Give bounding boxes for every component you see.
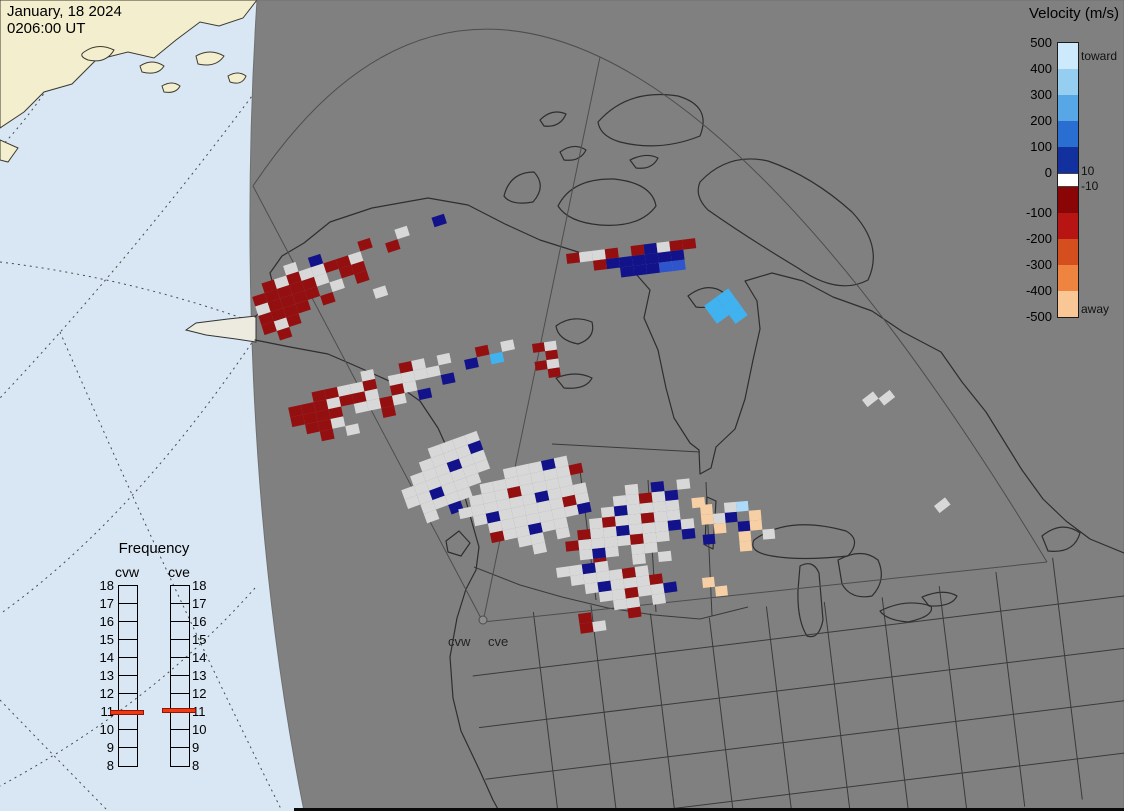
frequency-tick-label: 12	[99, 686, 114, 701]
radar-name-label-cve: cve	[168, 564, 190, 580]
vancouver-island	[445, 530, 471, 557]
frequency-scale-bar-cve	[170, 585, 190, 767]
frequency-tick-line	[171, 693, 189, 694]
us-canada-border	[473, 566, 749, 620]
frequency-tick-label: 8	[106, 758, 114, 773]
frequency-tick-line	[171, 747, 189, 748]
radar-site-dot	[478, 615, 488, 625]
map-bottom-border	[294, 808, 1124, 811]
frequency-tick-line	[171, 729, 189, 730]
time-label: 0206:00 UT	[7, 20, 86, 37]
frequency-tick-label: 11	[100, 704, 115, 719]
frequency-scale-bar-cvw	[118, 585, 138, 767]
frequency-marker-cve	[162, 708, 196, 713]
frequency-tick-line	[171, 675, 189, 676]
radar-site-label-cvw: cvw	[448, 634, 471, 649]
frequency-tick-line	[171, 657, 189, 658]
frequency-tick-label: 10	[99, 722, 114, 737]
projection-area	[249, 0, 1124, 811]
frequency-tick-label: 15	[99, 632, 114, 647]
frequency-tick-label: 15	[192, 632, 207, 647]
frequency-tick-label: 9	[192, 740, 200, 755]
aleutian-peninsula	[184, 315, 257, 343]
date-label: January, 18 2024	[7, 3, 122, 20]
lake-ontario	[921, 591, 958, 607]
lake-winnipeg	[704, 496, 717, 550]
frequency-tick-line	[171, 621, 189, 622]
frequency-tick-label: 14	[99, 650, 114, 665]
far-land-alaska-siberia	[0, 0, 258, 163]
frequency-tick-line	[171, 603, 189, 604]
frequency-tick-label: 17	[192, 596, 207, 611]
coastline-arctic-hudson-east	[254, 197, 1124, 554]
frequency-tick-label: 17	[99, 596, 114, 611]
frequency-tick-label: 10	[192, 722, 207, 737]
frequency-tick-label: 18	[192, 578, 207, 593]
great-bear-lake	[555, 318, 594, 345]
frequency-tick-label: 18	[99, 578, 114, 593]
lake-erie	[879, 602, 933, 623]
frequency-panel: Frequency cvw 18 17 16 15 14 13 12 11 10 9 8 cve 18 17…	[86, 540, 222, 784]
frequency-tick-line	[171, 639, 189, 640]
frequency-tick-line	[119, 657, 137, 658]
newfoundland	[1041, 526, 1081, 552]
us-state-grid	[472, 548, 1124, 811]
timestamp-block: January, 18 2024 0206:00 UT	[7, 3, 122, 37]
frequency-tick-line	[119, 693, 137, 694]
ellesmere-island	[597, 93, 704, 147]
radar-name-label-cvw: cvw	[114, 564, 140, 580]
frequency-tick-label: 8	[192, 758, 200, 773]
frequency-tick-line	[119, 621, 137, 622]
lake-huron	[837, 552, 882, 598]
frequency-tick-line	[119, 639, 137, 640]
frequency-tick-label: 12	[192, 686, 207, 701]
radar-site-label-cve: cve	[488, 634, 509, 649]
victoria-island	[557, 178, 657, 226]
great-slave-lake	[555, 373, 593, 389]
frequency-tick-line	[119, 747, 137, 748]
frequency-tick-label: 11	[192, 704, 206, 719]
frequency-tick-label: 16	[192, 614, 207, 629]
frequency-tick-label: 9	[106, 740, 114, 755]
banks-island	[503, 171, 541, 204]
frequency-tick-label: 14	[192, 650, 207, 665]
frequency-tick-label: 13	[192, 668, 207, 683]
frequency-tick-line	[119, 603, 137, 604]
frequency-tick-label: 13	[99, 668, 114, 683]
frequency-columns: cvw 18 17 16 15 14 13 12 11 10 9 8 cve 18 17 16 15 14 13 12…	[86, 540, 222, 784]
frequency-tick-label: 16	[99, 614, 114, 629]
frequency-panel-title: Frequency	[118, 540, 190, 557]
baffin-island	[697, 158, 874, 287]
frequency-tick-line	[119, 729, 137, 730]
frequency-tick-line	[119, 675, 137, 676]
political-borders	[472, 443, 1124, 811]
frequency-marker-cvw	[110, 709, 144, 715]
